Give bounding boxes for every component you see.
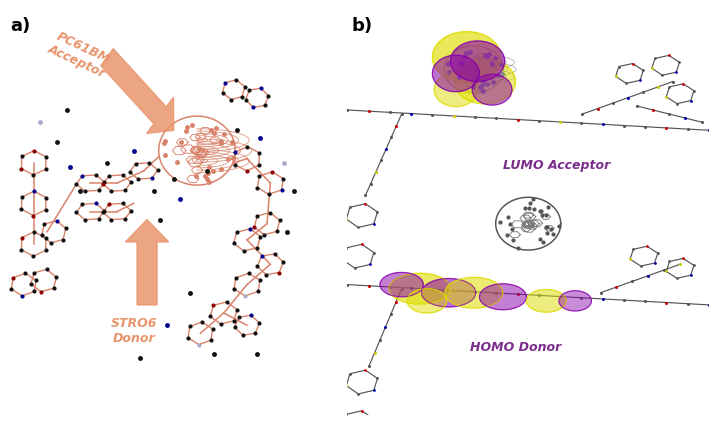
- Polygon shape: [526, 289, 566, 312]
- Polygon shape: [422, 278, 476, 307]
- Polygon shape: [559, 291, 591, 311]
- Polygon shape: [445, 277, 503, 308]
- Polygon shape: [389, 273, 450, 304]
- Polygon shape: [450, 41, 505, 82]
- Polygon shape: [407, 288, 447, 313]
- Text: LUMO Acceptor: LUMO Acceptor: [503, 159, 610, 172]
- Polygon shape: [479, 284, 526, 310]
- Text: b): b): [351, 16, 372, 35]
- Polygon shape: [434, 73, 478, 107]
- Text: a): a): [11, 16, 30, 35]
- Polygon shape: [380, 272, 423, 297]
- Polygon shape: [101, 49, 174, 133]
- Polygon shape: [472, 74, 512, 105]
- Polygon shape: [432, 32, 501, 83]
- Polygon shape: [125, 220, 169, 305]
- Text: STRO6
Donor: STRO6 Donor: [111, 317, 157, 345]
- Text: PC61BM
Acceptor: PC61BM Acceptor: [46, 29, 115, 80]
- Polygon shape: [454, 59, 515, 104]
- Text: HOMO Donor: HOMO Donor: [470, 341, 562, 354]
- Polygon shape: [432, 55, 479, 92]
